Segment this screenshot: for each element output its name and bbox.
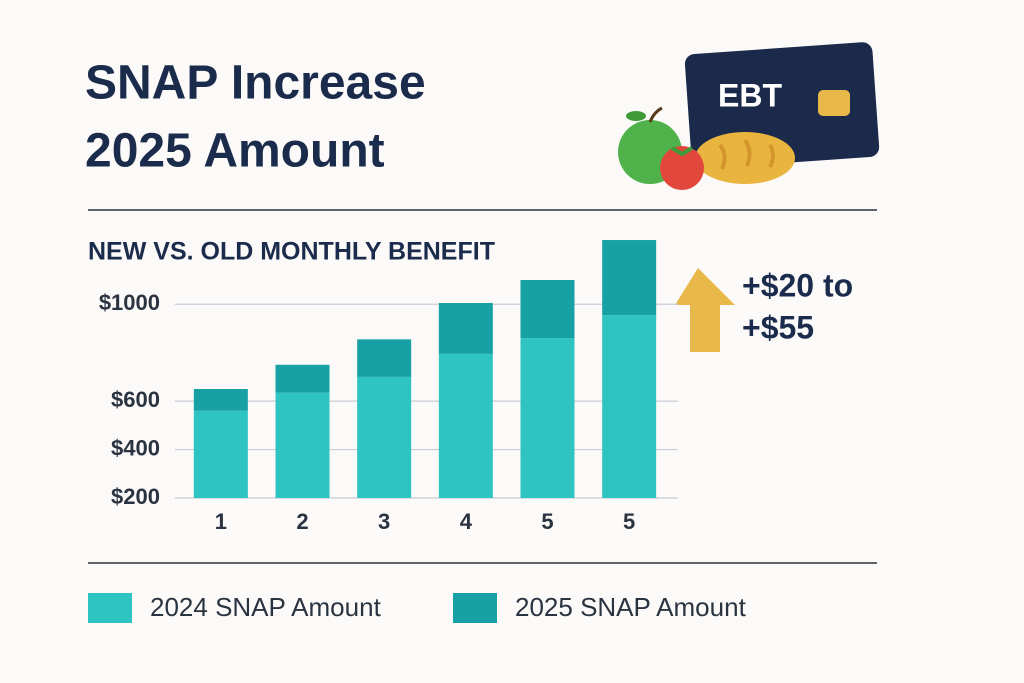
bar-segment bbox=[438, 303, 493, 354]
annotation: +$20 to bbox=[742, 267, 853, 303]
bread bbox=[695, 132, 795, 184]
title-line: 2025 Amount bbox=[85, 125, 385, 178]
chip bbox=[818, 90, 850, 116]
title-line: SNAP Increase bbox=[85, 57, 426, 110]
x-tick-label: 4 bbox=[460, 509, 473, 534]
x-tick-label: 5 bbox=[541, 509, 553, 534]
x-tick-label: 5 bbox=[623, 509, 635, 534]
bar-segment bbox=[193, 410, 248, 498]
apple-leaf bbox=[626, 111, 646, 121]
bar-segment bbox=[520, 280, 575, 339]
tomato bbox=[660, 146, 704, 190]
y-tick-label: $400 bbox=[111, 435, 160, 460]
annotation: +$55 bbox=[742, 309, 814, 345]
card-label: EBT bbox=[718, 77, 782, 113]
bar-segment bbox=[602, 315, 657, 498]
bar-segment bbox=[357, 339, 412, 377]
legend-swatch bbox=[453, 593, 497, 623]
tomato-leaf bbox=[670, 146, 694, 157]
x-tick-label: 2 bbox=[296, 509, 308, 534]
apple-stem bbox=[648, 106, 663, 123]
y-tick-label: $200 bbox=[111, 484, 160, 509]
legend: 2024 SNAP Amount 2025 SNAP Amount bbox=[88, 592, 747, 623]
y-tick-label: $600 bbox=[111, 387, 160, 412]
illustration: EBT bbox=[618, 42, 880, 190]
up-arrow bbox=[675, 268, 735, 352]
bar-segment bbox=[275, 392, 330, 498]
x-tick-label: 3 bbox=[378, 509, 390, 534]
legend-label: 2024 SNAP Amount bbox=[150, 592, 382, 622]
chart: $200 $400 $600 $1000 1 2 3 4 5 5 bbox=[99, 240, 678, 534]
bread-cuts bbox=[718, 138, 775, 170]
bar-segment bbox=[357, 376, 412, 498]
legend-label: 2025 SNAP Amount bbox=[515, 592, 747, 622]
legend-swatch bbox=[88, 593, 132, 623]
bar-segment bbox=[602, 240, 657, 316]
subtitle: NEW VS. OLD MONTHLY BENEFIT bbox=[88, 238, 495, 266]
y-tick-label: $1000 bbox=[99, 290, 160, 315]
bar-segment bbox=[438, 353, 493, 498]
bar-segment bbox=[520, 338, 575, 498]
bar-segment bbox=[193, 389, 248, 411]
x-tick-label: 1 bbox=[215, 509, 227, 534]
bar-segment bbox=[275, 364, 330, 393]
